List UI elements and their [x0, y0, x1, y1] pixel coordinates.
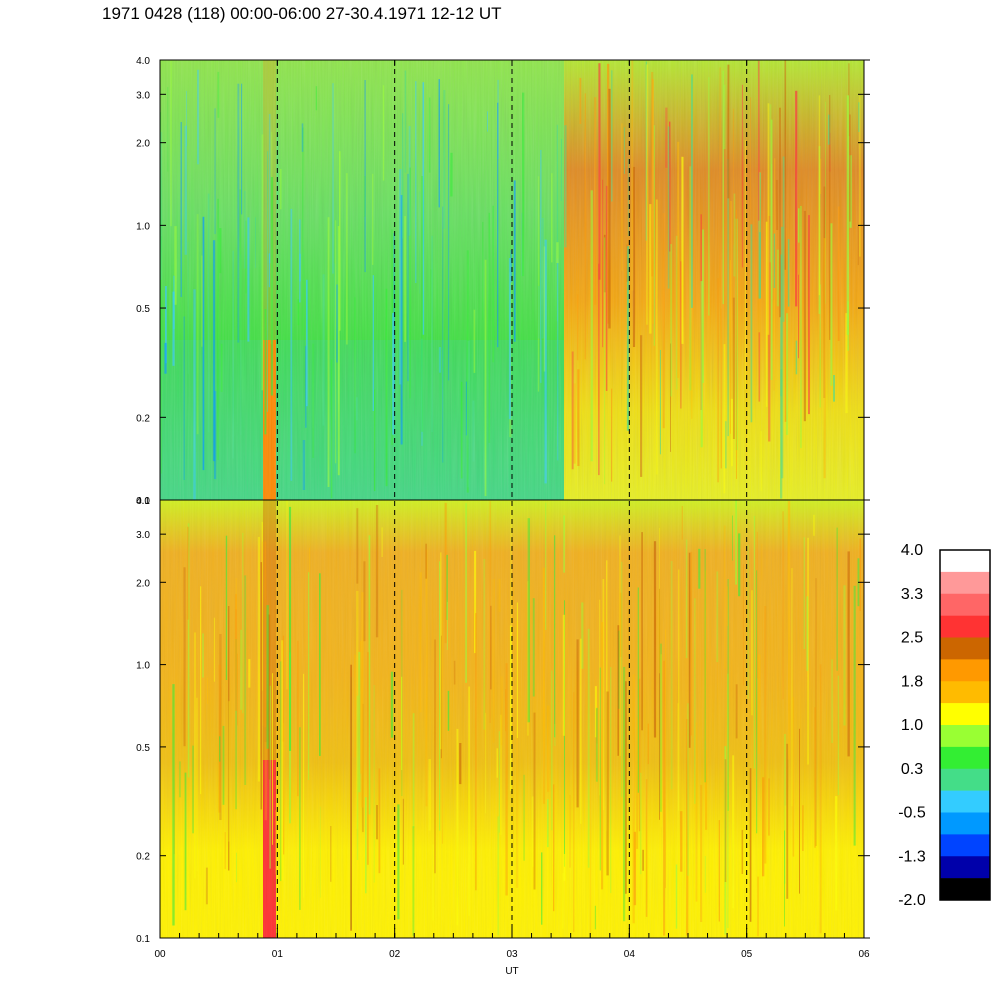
colorbar: [939, 549, 991, 901]
y-tick-label: 4.0: [136, 56, 150, 67]
y-tick-label: 0.2: [136, 413, 150, 424]
x-tick-label: 04: [624, 949, 636, 960]
x-tick-label: 01: [272, 949, 284, 960]
y-tick-label: 2.0: [136, 139, 150, 150]
y-tick-label: 3.0: [136, 90, 150, 101]
colorbar-labels: 4.0 3.3 2.5 1.8 1.0 0.3 -0.5 -1.3 -2.0: [898, 542, 926, 909]
x-tick-label: 03: [506, 949, 518, 960]
colorbar-label: 2.5: [901, 630, 923, 647]
x-tick-label: 06: [858, 949, 870, 960]
colorbar-swatch: [940, 812, 990, 835]
colorbar-label: -0.5: [898, 805, 926, 822]
colorbar-label: 4.0: [901, 542, 923, 559]
colorbar-swatch: [940, 856, 990, 879]
y-tick-label: 1.0: [136, 221, 150, 232]
x-tick-label: 05: [741, 949, 753, 960]
colorbar-swatch: [940, 593, 990, 616]
x-tick-label: 02: [389, 949, 401, 960]
colorbar-swatch: [940, 550, 990, 573]
y-tick-label: 0.1: [136, 934, 150, 945]
y-tick-label: 3.0: [136, 530, 150, 541]
colorbar-swatch: [940, 878, 990, 901]
colorbar-swatch: [940, 659, 990, 682]
page-title: 1971 0428 (118) 00:00-06:00 27-30.4.1971…: [102, 4, 502, 23]
colorbar-swatch: [940, 790, 990, 813]
y-tick-label: 0.2: [136, 852, 150, 863]
colorbar-frame: [939, 549, 991, 901]
colorbar-swatch: [940, 637, 990, 660]
colorbar-label: 0.3: [901, 761, 923, 778]
y-tick-label: 0.5: [136, 743, 150, 754]
colorbar-label: -1.3: [898, 848, 926, 865]
x-axis-title: UT: [505, 966, 518, 977]
colorbar-swatch: [940, 768, 990, 791]
y-tick-label: 0.5: [136, 304, 150, 315]
colorbar-swatch: [940, 681, 990, 704]
colorbar-swatch: [940, 834, 990, 857]
colorbar-swatch: [940, 725, 990, 748]
y-tick-label: 0.1: [136, 496, 150, 507]
colorbar-label: -2.0: [898, 892, 926, 909]
colorbar-label: 1.0: [901, 717, 923, 734]
x-tick-label: 00: [154, 949, 166, 960]
colorbar-swatch: [940, 703, 990, 726]
colorbar-label: 3.3: [901, 586, 923, 603]
colorbar-swatch: [940, 571, 990, 595]
colorbar-swatch: [940, 615, 990, 638]
y-tick-label: 1.0: [136, 661, 150, 672]
y-tick-label: 4.0: [136, 496, 150, 507]
y-tick-label: 2.0: [136, 578, 150, 589]
colorbar-swatch: [940, 746, 990, 770]
colorbar-label: 1.8: [901, 673, 923, 690]
